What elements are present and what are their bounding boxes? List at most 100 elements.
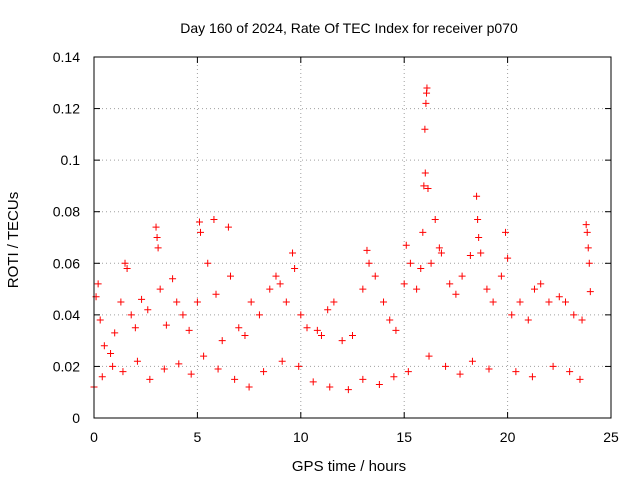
- data-point: [442, 362, 450, 370]
- y-tick-label: 0.1: [61, 152, 81, 168]
- data-point: [247, 298, 255, 306]
- data-point: [404, 368, 412, 376]
- data-point: [456, 370, 464, 378]
- grid-lines: [94, 57, 611, 418]
- data-point: [200, 352, 208, 360]
- data-point: [154, 244, 162, 252]
- x-tick-label: 15: [396, 429, 412, 445]
- data-point: [466, 252, 474, 260]
- data-point: [452, 290, 460, 298]
- data-point: [392, 326, 400, 334]
- x-tick-label: 5: [194, 429, 202, 445]
- data-point: [187, 370, 195, 378]
- data-point: [303, 324, 311, 332]
- data-point: [111, 329, 119, 337]
- data-point: [123, 264, 131, 272]
- y-tick-label: 0.02: [53, 358, 80, 374]
- data-point: [477, 249, 485, 257]
- data-point: [133, 357, 141, 365]
- data-point: [359, 375, 367, 383]
- axis-ticks: [93, 56, 612, 419]
- data-point: [371, 272, 379, 280]
- y-tick-label: 0.14: [53, 49, 80, 65]
- data-point: [424, 185, 432, 193]
- y-tick-label: 0.04: [53, 307, 80, 323]
- data-point: [266, 285, 274, 293]
- data-point: [193, 298, 201, 306]
- data-point: [179, 311, 187, 319]
- x-tick-label: 10: [293, 429, 309, 445]
- data-point: [420, 182, 428, 190]
- data-point: [119, 368, 127, 376]
- data-point: [402, 241, 410, 249]
- data-point: [549, 362, 557, 370]
- data-point: [566, 368, 574, 376]
- data-point: [406, 259, 414, 267]
- data-point: [425, 352, 433, 360]
- data-point: [400, 280, 408, 288]
- data-point: [276, 280, 284, 288]
- data-point: [512, 368, 520, 376]
- data-point: [185, 326, 193, 334]
- data-point: [344, 386, 352, 394]
- data-point: [210, 215, 218, 223]
- data-point: [485, 365, 493, 373]
- data-point: [146, 375, 154, 383]
- data-point: [530, 285, 538, 293]
- data-point: [423, 84, 431, 92]
- data-point: [245, 383, 253, 391]
- data-point: [156, 285, 164, 293]
- y-tick-labels: 0 0.02 0.04 0.06 0.08 0.1 0.12 0.14: [53, 49, 80, 426]
- data-point: [175, 360, 183, 368]
- data-point: [386, 316, 394, 324]
- data-point: [413, 285, 421, 293]
- data-point: [528, 373, 536, 381]
- data-point: [516, 298, 524, 306]
- data-point: [204, 259, 212, 267]
- data-point: [427, 259, 435, 267]
- data-point: [508, 311, 516, 319]
- data-point: [365, 259, 373, 267]
- data-point: [390, 373, 398, 381]
- x-tick-labels: 0 5 10 15 20 25: [90, 429, 619, 445]
- x-tick-label: 0: [90, 429, 98, 445]
- data-point: [421, 125, 429, 133]
- data-point: [289, 249, 297, 257]
- data-point: [524, 316, 532, 324]
- data-point: [585, 259, 593, 267]
- data-point: [255, 311, 263, 319]
- data-point: [127, 311, 135, 319]
- data-point: [152, 223, 160, 231]
- data-point: [330, 298, 338, 306]
- data-point: [231, 375, 239, 383]
- data-point: [437, 249, 445, 257]
- data-point: [144, 306, 152, 314]
- data-point: [153, 234, 161, 241]
- data-point: [359, 285, 367, 293]
- data-point: [162, 321, 170, 329]
- data-point: [309, 378, 317, 386]
- data-point: [489, 298, 497, 306]
- data-point: [475, 234, 483, 241]
- data-point: [576, 375, 584, 383]
- data-point: [295, 362, 303, 370]
- data-point: [545, 298, 553, 306]
- data-point: [458, 272, 466, 280]
- data-point: [555, 293, 563, 301]
- chart-title: Day 160 of 2024, Rate Of TEC Index for r…: [180, 20, 518, 36]
- data-point: [474, 215, 482, 223]
- data-point: [326, 383, 334, 391]
- data-point: [324, 306, 332, 314]
- data-point: [173, 298, 181, 306]
- data-point: [100, 342, 108, 350]
- data-point: [497, 272, 505, 280]
- data-point: [218, 337, 226, 345]
- data-point: [278, 357, 286, 365]
- data-point: [537, 280, 545, 288]
- x-tick-label: 20: [500, 429, 516, 445]
- data-point: [109, 362, 117, 370]
- data-point: [504, 254, 512, 262]
- data-point: [562, 298, 570, 306]
- y-tick-label: 0.08: [53, 204, 80, 220]
- data-point: [121, 259, 129, 267]
